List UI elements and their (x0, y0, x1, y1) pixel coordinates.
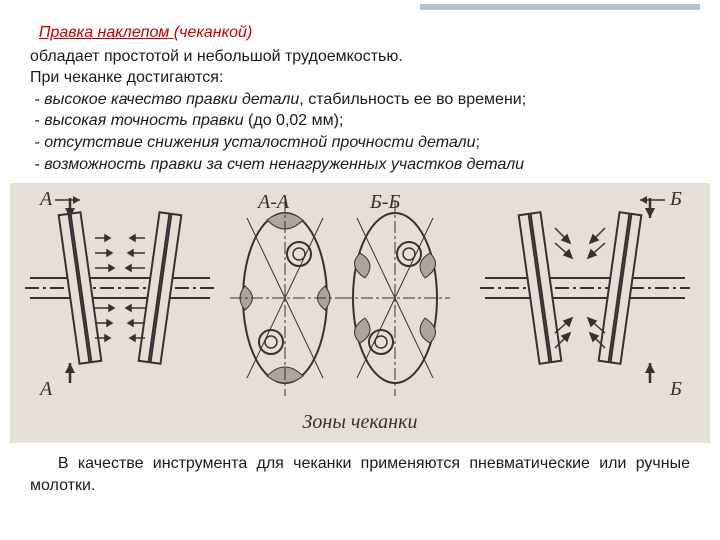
bullet-0: - высокое качество правки детали, стабил… (30, 89, 690, 111)
title-part1: Правка наклепом (39, 24, 174, 41)
bullet-3: - возможность правки за счет ненагруженн… (30, 154, 690, 176)
diagram-svg: А А А-А Б-Б (10, 183, 710, 443)
section-BB-label: Б-Б (369, 191, 400, 213)
text-content: Правка наклепом (чеканкой) обладает прос… (0, 0, 720, 175)
line1: обладает простотой и небольшой трудоемко… (30, 46, 690, 68)
label-B-top: Б (669, 188, 682, 210)
bullet-2: - отсутствие снижения усталостной прочно… (30, 132, 690, 154)
top-accent-bar (420, 4, 700, 10)
bottom-paragraph: В качестве инструмента для чеканки приме… (0, 443, 720, 496)
label-A-bottom: А (38, 378, 53, 400)
label-A-top: А (38, 188, 53, 210)
bullet-1: - высокая точность правки (до 0,02 мм); (30, 110, 690, 132)
title-part2: (чеканкой) (174, 24, 252, 41)
diagram-caption: Зоны чеканки (303, 411, 418, 433)
title-line: Правка наклепом (чеканкой) (30, 22, 690, 44)
line2: При чеканке достигаются: (30, 67, 690, 89)
diagram-container: А А А-А Б-Б (0, 183, 720, 443)
label-B-bottom: Б (669, 378, 682, 400)
